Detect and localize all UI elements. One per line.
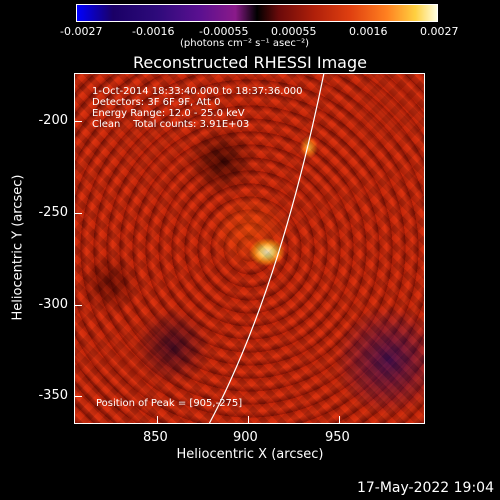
y-axis-label: Heliocentric Y (arcsec) xyxy=(11,158,26,338)
plot-title: Reconstructed RHESSI Image xyxy=(0,53,500,72)
observation-info: 1-Oct-2014 18:33:40.000 to 18:37:36.000 … xyxy=(92,86,303,130)
y-tickmark xyxy=(74,305,82,306)
colorbar-tick: 0.00055 xyxy=(271,25,317,38)
x-tickmark xyxy=(157,416,158,424)
colorbar-tick: -0.00055 xyxy=(199,25,248,38)
y-tickmark xyxy=(74,121,82,122)
x-tickmark xyxy=(248,416,249,424)
colorbar-tick: -0.0027 xyxy=(60,25,102,38)
y-tickmark xyxy=(74,396,82,397)
x-tick: 900 xyxy=(233,430,258,445)
method-counts: Clean Total counts: 3.91E+03 xyxy=(92,119,303,130)
colorbar-tick: -0.0016 xyxy=(132,25,174,38)
peak-position: Position of Peak = [905,-275] xyxy=(96,398,242,409)
y-tick: -200 xyxy=(28,113,68,128)
colorbar-tick: 0.0016 xyxy=(349,25,388,38)
energy-range: Energy Range: 12.0 - 25.0 keV xyxy=(92,108,303,119)
y-tickmark xyxy=(74,213,82,214)
time-range: 1-Oct-2014 18:33:40.000 to 18:37:36.000 xyxy=(92,86,303,97)
colorbar-tick: 0.0027 xyxy=(420,25,459,38)
x-tick: 950 xyxy=(325,430,350,445)
y-tick: -250 xyxy=(28,205,68,220)
timestamp: 17-May-2022 19:04 xyxy=(357,480,494,496)
colorbar-units: (photons cm⁻² s⁻¹ asec⁻²) xyxy=(180,38,309,49)
detectors: Detectors: 3F 6F 9F, Att 0 xyxy=(92,97,303,108)
colorbar xyxy=(76,4,438,22)
y-tick: -300 xyxy=(28,297,68,312)
x-tickmark xyxy=(339,416,340,424)
y-tick: -350 xyxy=(28,388,68,403)
x-axis-label: Heliocentric X (arcsec) xyxy=(0,447,500,462)
x-tick: 850 xyxy=(143,430,168,445)
